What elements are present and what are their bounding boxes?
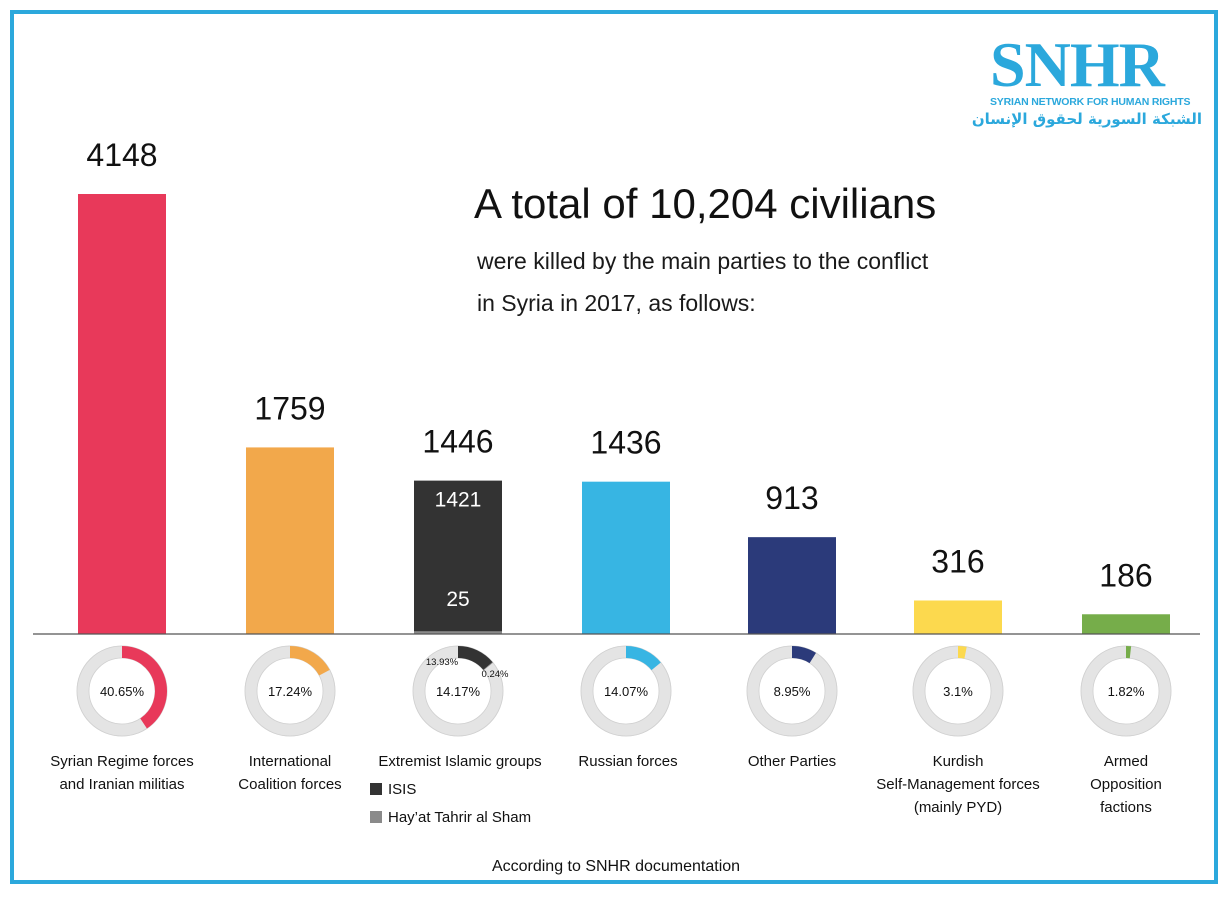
category-label-syrian-regime: Syrian Regime forces and Iranian militia… [50, 753, 194, 793]
source-footnote: According to SNHR documentation [491, 858, 741, 875]
donut-percent-international-coalition: 17.24% [268, 684, 313, 699]
donut-slice-armed-opposition [1126, 646, 1132, 659]
legend-item-isis: ISIS [370, 781, 416, 798]
chart-subline-1: were killed by the main parties to the c… [477, 248, 929, 274]
category-label-international-coalition: International Coalition forces [238, 753, 342, 793]
segment-label-isis: 1421 [435, 489, 482, 512]
legend-swatch-isis [370, 783, 382, 795]
bar-segment-isis [414, 480, 502, 632]
donut-slice-kurdish-forces [958, 646, 967, 659]
donut-percent-extremist-groups: 14.17% [436, 684, 481, 699]
bar-other-parties [748, 537, 836, 634]
segment-label-hts: 25 [446, 588, 469, 611]
donut-slice-other-parties [792, 646, 816, 664]
legend-item-hts: Hay’at Tahrir al Sham [370, 809, 531, 826]
donut-percent-syrian-regime: 40.65% [100, 684, 145, 699]
value-label-international-coalition: 1759 [254, 390, 325, 426]
legend-swatch-hts [370, 811, 382, 823]
value-label-armed-opposition: 186 [1099, 557, 1152, 593]
donut-sublabel-hts: 0.24% [482, 669, 509, 680]
legend-label-hts: Hay’at Tahrir al Sham [388, 809, 532, 826]
category-label-kurdish-forces: Kurdish Self-Management forces (mainly P… [876, 753, 1040, 816]
category-label-russian-forces: Russian forces [578, 753, 678, 770]
logo-wordmark: SNHR [990, 29, 1165, 100]
donut-slice-hay-at-tahrir-al-sham [483, 662, 493, 671]
category-label-other-parties: Other Parties [747, 753, 837, 770]
category-label-extremist-groups: Extremist Islamic groups [378, 753, 542, 770]
legend-label-isis: ISIS [388, 781, 417, 798]
value-label-syrian-regime: 4148 [86, 137, 157, 173]
bar-segment-hay-at-tahrir-al-sham [414, 631, 502, 634]
category-label-armed-opposition: Armed Opposition factions [1090, 753, 1162, 816]
bar-russian-forces [582, 481, 670, 634]
bar-international-coalition [246, 447, 334, 634]
value-label-extremist-groups: 1446 [422, 424, 493, 460]
chart-subline-2: in Syria in 2017, as follows: [477, 290, 756, 316]
bar-kurdish-forces [914, 600, 1002, 634]
bar-armed-opposition [1082, 614, 1170, 634]
value-label-russian-forces: 1436 [590, 425, 661, 461]
value-label-kurdish-forces: 316 [931, 543, 984, 579]
logo-arabic-name: الشبكة السورية لحقوق الإنسان [971, 110, 1202, 128]
value-label-other-parties: 913 [765, 480, 818, 516]
donut-sublabel-isis: 13.93% [426, 657, 459, 668]
donut-slice-syrian-regime [122, 646, 168, 729]
donut-percent-russian-forces: 14.07% [604, 684, 649, 699]
chart-headline: A total of 10,204 civilians [474, 180, 937, 227]
donut-percent-kurdish-forces: 3.1% [943, 684, 973, 699]
donut-slice-isis [458, 646, 493, 670]
border-frame [10, 10, 1218, 884]
donut-percent-other-parties: 8.95% [774, 684, 811, 699]
donut-slice-international-coalition [290, 646, 330, 676]
snhr-logo: SNHR SYRIAN NETWORK FOR HUMAN RIGHTS الش… [971, 29, 1202, 129]
logo-english-name: SYRIAN NETWORK FOR HUMAN RIGHTS [990, 96, 1191, 108]
bar-syrian-regime [78, 194, 166, 634]
donut-slice-russian-forces [626, 646, 661, 671]
donut-percent-armed-opposition: 1.82% [1108, 684, 1145, 699]
